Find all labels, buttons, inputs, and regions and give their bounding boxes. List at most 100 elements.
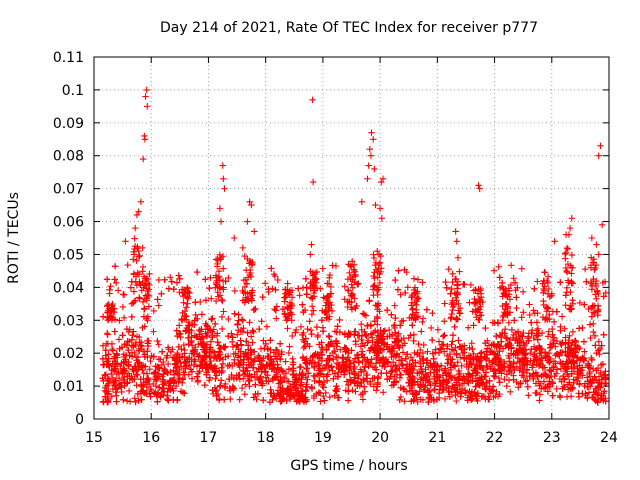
data-point	[235, 317, 242, 324]
data-point	[428, 336, 436, 344]
data-point	[180, 369, 187, 376]
data-point	[519, 333, 526, 340]
data-point	[104, 377, 112, 384]
data-point	[308, 241, 315, 248]
data-point	[516, 366, 523, 374]
data-point	[263, 323, 271, 330]
data-point	[263, 377, 270, 385]
data-point	[284, 325, 291, 332]
data-point	[492, 354, 499, 362]
data-point	[403, 368, 410, 375]
data-point	[313, 268, 321, 276]
data-point	[534, 336, 541, 343]
data-point	[273, 315, 280, 322]
data-point	[467, 281, 475, 289]
data-point	[252, 381, 259, 388]
data-point	[337, 346, 344, 353]
data-point	[134, 390, 142, 398]
data-point	[455, 375, 462, 383]
data-point	[518, 265, 525, 272]
data-point	[468, 388, 476, 396]
data-point	[489, 386, 497, 394]
y-tick-label: 0.04	[53, 280, 84, 296]
data-point	[247, 373, 255, 380]
data-point	[307, 327, 315, 334]
data-point	[465, 352, 473, 359]
data-point	[362, 312, 370, 319]
data-point	[137, 376, 144, 383]
data-point	[470, 356, 477, 363]
data-point	[407, 332, 414, 339]
data-point	[358, 368, 365, 376]
data-point	[188, 334, 195, 341]
data-point	[578, 364, 586, 371]
data-point	[218, 296, 225, 303]
data-point	[269, 375, 276, 383]
data-point	[188, 375, 196, 382]
data-point	[490, 267, 498, 274]
data-point	[566, 224, 574, 232]
data-point	[164, 344, 172, 351]
data-point	[528, 319, 535, 326]
data-point	[141, 305, 148, 312]
data-point	[468, 361, 475, 369]
data-point	[409, 357, 416, 364]
data-point	[590, 388, 597, 396]
data-point	[203, 369, 211, 376]
data-point	[277, 377, 285, 385]
data-point	[311, 359, 319, 366]
data-point	[449, 332, 457, 339]
data-point	[530, 370, 537, 377]
data-point	[449, 306, 456, 314]
data-point	[412, 389, 419, 397]
data-point	[435, 338, 443, 345]
data-point	[207, 338, 215, 345]
data-point	[100, 361, 107, 369]
data-point	[521, 351, 528, 359]
data-point	[116, 345, 123, 353]
data-point	[159, 385, 166, 392]
data-point	[238, 316, 246, 323]
data-point	[526, 349, 534, 357]
data-point	[244, 218, 251, 225]
data-point	[244, 329, 251, 336]
data-point	[142, 93, 149, 100]
data-point	[408, 294, 415, 301]
data-point	[447, 366, 455, 374]
data-point	[288, 386, 295, 394]
data-point	[588, 234, 596, 242]
data-point	[483, 351, 490, 358]
data-point	[104, 391, 112, 398]
data-point	[220, 265, 227, 272]
data-point	[141, 136, 149, 143]
data-point	[567, 393, 575, 400]
data-point	[318, 316, 326, 324]
data-point	[217, 382, 224, 389]
data-point	[595, 306, 602, 313]
data-point	[328, 340, 336, 348]
y-tick-label: 0.07	[53, 182, 84, 198]
data-point	[217, 218, 225, 225]
data-point	[176, 322, 183, 329]
data-point	[245, 354, 252, 362]
data-point	[253, 368, 261, 375]
data-point	[112, 386, 119, 393]
data-point	[352, 338, 359, 345]
data-point	[413, 295, 421, 303]
data-point	[261, 345, 268, 352]
data-point	[321, 397, 328, 404]
data-point	[520, 373, 528, 381]
data-point	[568, 349, 575, 356]
data-point	[270, 349, 278, 356]
data-point	[143, 375, 151, 383]
data-point	[482, 324, 489, 332]
data-point	[234, 354, 242, 361]
data-point	[381, 327, 389, 334]
data-point	[221, 383, 228, 390]
data-point	[390, 381, 397, 388]
data-point	[589, 365, 597, 373]
data-point	[216, 368, 223, 375]
data-point	[375, 251, 383, 258]
data-point	[584, 360, 592, 368]
